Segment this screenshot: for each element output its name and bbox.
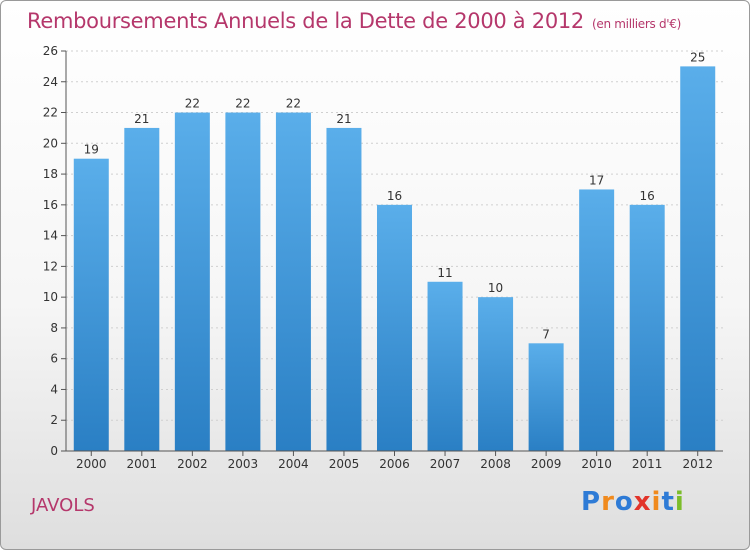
y-tick-label: 24 bbox=[43, 75, 58, 89]
y-tick-label: 10 bbox=[43, 290, 58, 304]
x-tick-label: 2001 bbox=[127, 457, 158, 471]
x-tick-label: 2010 bbox=[581, 457, 612, 471]
data-label: 16 bbox=[640, 189, 655, 203]
logo-letter: t bbox=[661, 487, 675, 517]
data-labels: 19 21 22 22 22 21 16 11 10 7 17 16 25 bbox=[84, 50, 706, 341]
data-label: 10 bbox=[488, 281, 503, 295]
y-tick-label: 20 bbox=[43, 136, 58, 150]
logo-letter: i bbox=[651, 487, 662, 517]
x-tick-label: 2008 bbox=[480, 457, 511, 471]
chart-subtitle: (en milliers d'€) bbox=[592, 17, 682, 31]
y-tick-label: 16 bbox=[43, 198, 58, 212]
bar bbox=[174, 112, 210, 452]
logo-letter: o bbox=[614, 487, 634, 517]
x-tick-label: 2007 bbox=[430, 457, 461, 471]
data-label: 19 bbox=[84, 143, 99, 157]
x-tick-label: 2003 bbox=[228, 457, 259, 471]
logo-letter: i bbox=[674, 487, 685, 517]
data-label: 17 bbox=[589, 173, 604, 187]
data-label: 7 bbox=[542, 327, 550, 341]
data-label: 22 bbox=[235, 97, 250, 111]
y-tick-label: 6 bbox=[50, 352, 58, 366]
bar bbox=[528, 343, 564, 451]
x-tick-label: 2012 bbox=[682, 457, 713, 471]
logo-letter: r bbox=[601, 487, 615, 517]
x-tick-label: 2000 bbox=[76, 457, 107, 471]
x-tick-label: 2004 bbox=[278, 457, 309, 471]
bars bbox=[73, 66, 716, 452]
data-label: 11 bbox=[437, 266, 452, 280]
data-label: 25 bbox=[690, 50, 705, 64]
logo-letter: P bbox=[581, 487, 602, 517]
bar bbox=[326, 127, 362, 451]
bar bbox=[629, 204, 665, 451]
data-label: 21 bbox=[134, 112, 149, 126]
data-label: 22 bbox=[185, 97, 200, 111]
y-tick-label: 18 bbox=[43, 167, 58, 181]
y-tick-label: 14 bbox=[43, 229, 58, 243]
data-label: 21 bbox=[336, 112, 351, 126]
x-tick-label: 2005 bbox=[329, 457, 360, 471]
x-tick-label: 2006 bbox=[379, 457, 410, 471]
bar bbox=[427, 281, 463, 451]
bar bbox=[124, 127, 160, 451]
bar bbox=[225, 112, 261, 452]
bar bbox=[478, 297, 514, 451]
bar bbox=[275, 112, 311, 452]
chart-title: Remboursements Annuels de la Dette de 20… bbox=[27, 9, 681, 33]
y-tick-label: 4 bbox=[50, 382, 58, 396]
y-tick-label: 0 bbox=[50, 444, 58, 458]
y-tick-label: 12 bbox=[43, 259, 58, 273]
logo-letter: x bbox=[633, 487, 652, 517]
data-label: 16 bbox=[387, 189, 402, 203]
y-tick-label: 26 bbox=[43, 44, 58, 58]
bar bbox=[73, 158, 109, 451]
y-tick-label: 2 bbox=[50, 413, 58, 427]
chart-title-text: Remboursements Annuels de la Dette de 20… bbox=[27, 9, 584, 33]
bar bbox=[377, 204, 412, 451]
bar bbox=[680, 66, 716, 451]
x-tick-label: 2002 bbox=[177, 457, 208, 471]
x-tick-label: 2011 bbox=[632, 457, 663, 471]
data-label: 22 bbox=[286, 97, 301, 111]
x-tick-label: 2009 bbox=[531, 457, 562, 471]
bar bbox=[579, 189, 615, 451]
proxiti-logo[interactable]: Proxiti bbox=[581, 487, 685, 517]
y-tick-label: 8 bbox=[50, 321, 58, 335]
y-tick-label: 22 bbox=[43, 106, 58, 120]
commune-name: JAVOLS bbox=[31, 495, 95, 516]
